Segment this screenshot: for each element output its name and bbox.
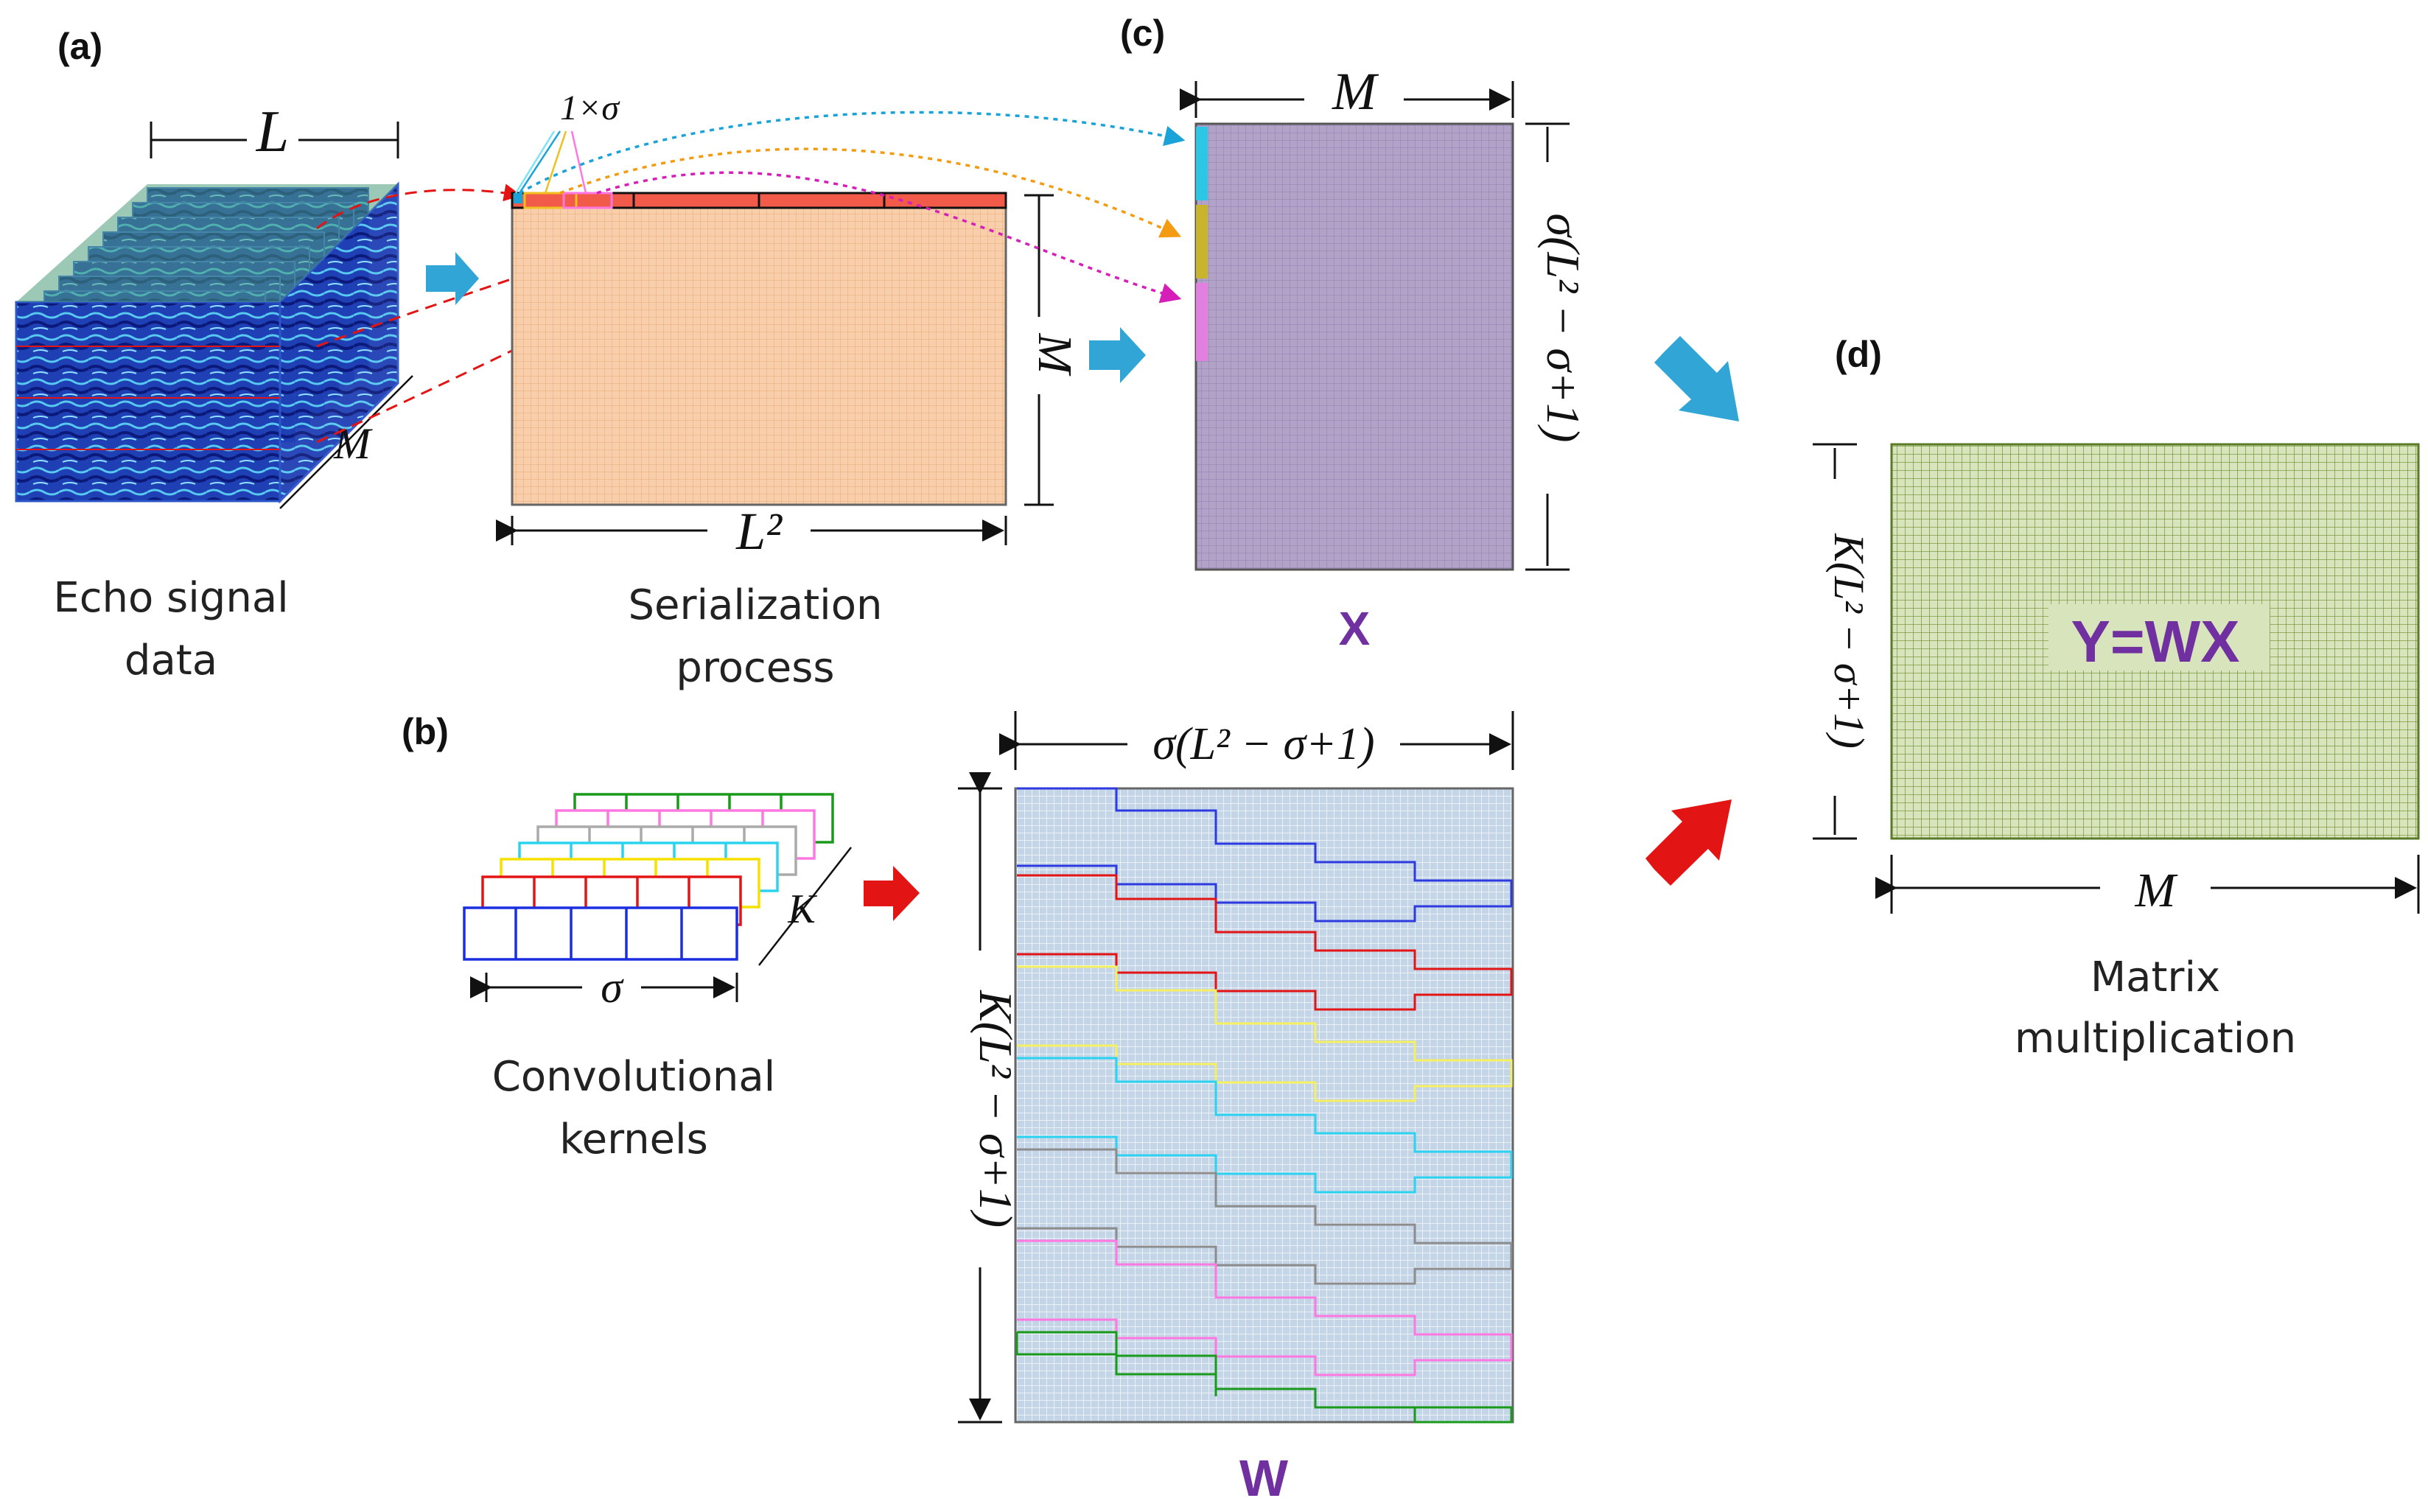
- panel-label-b: (b): [402, 711, 449, 752]
- echo-signal-cube: L M: [15, 99, 413, 509]
- panel-label-d: (d): [1835, 334, 1882, 375]
- x-segment-magenta: [1196, 283, 1208, 361]
- cube-L-label: L: [256, 99, 290, 164]
- slice-label: 1×σ: [560, 88, 620, 127]
- x-segment-yellow: [1196, 205, 1208, 279]
- serialization-matrix: [511, 192, 1007, 506]
- w-band-gray: [1017, 1148, 1513, 1285]
- w-band-cyan: [1017, 1057, 1513, 1194]
- kernel-stack: [463, 793, 834, 961]
- cube-red-row-markers: [16, 346, 280, 450]
- serial-caption-line2: process: [676, 644, 834, 692]
- y-equation: Y=WX: [2071, 609, 2240, 674]
- panel-label-a: (a): [57, 26, 102, 67]
- cube-M-label: M: [333, 419, 373, 468]
- echo-caption-line1: Echo signal: [53, 574, 288, 622]
- kernel-sigma-label: σ: [601, 963, 624, 1012]
- x-width-label: M: [1332, 62, 1379, 121]
- panel-label-c: (c): [1120, 13, 1165, 54]
- arrow-diagonal-blue: [1654, 336, 1739, 421]
- serial-caption-line1: Serialization: [629, 581, 883, 629]
- w-matrix: [1014, 787, 1514, 1424]
- w-height-label: K(L² − σ+1): [970, 990, 1022, 1228]
- row-to-x-mapping-arrows: [519, 111, 1186, 304]
- serial-M-label: M: [1028, 333, 1082, 377]
- kernels-caption-line1: Convolutional: [492, 1053, 775, 1101]
- serial-L2-label: L²: [735, 502, 783, 561]
- x-matrix: [1194, 122, 1514, 571]
- matmul-caption-line1: Matrix: [2091, 953, 2220, 1001]
- w-band-green: [1015, 1331, 1513, 1424]
- w-band-blue: [1017, 787, 1513, 923]
- matmul-caption-line2: multiplication: [2015, 1015, 2296, 1063]
- arrow-right-red: [864, 866, 920, 921]
- cube-M-dimension: [279, 375, 413, 509]
- w-width-label: σ(L² − σ+1): [1152, 719, 1374, 769]
- x-matrix-name: X: [1339, 602, 1371, 655]
- y-matrix: [1890, 443, 2420, 840]
- cube-slices: [15, 181, 399, 504]
- w-band-yellow: [1017, 965, 1513, 1102]
- kernel-K-label: K: [787, 886, 817, 932]
- arrow-diagonal-red: [1645, 799, 1732, 886]
- w-matrix-name: W: [1239, 1449, 1288, 1507]
- kernel-K-dimension: [758, 847, 852, 966]
- kernels-caption-line2: kernels: [559, 1116, 708, 1163]
- w-band-pink: [1017, 1239, 1513, 1376]
- x-segment-cyan: [1196, 127, 1208, 200]
- y-width-label: M: [2135, 864, 2179, 917]
- y-height-label: K(L² − σ+1): [1825, 533, 1873, 749]
- arrow-right-blue: [1089, 327, 1146, 383]
- x-height-label: σ(L² − σ+1): [1537, 214, 1589, 443]
- arrow-right-blue: [426, 252, 479, 305]
- slice-callout-lines: [514, 130, 587, 194]
- w-band-red: [1017, 874, 1513, 1011]
- echo-caption-line2: data: [125, 637, 217, 685]
